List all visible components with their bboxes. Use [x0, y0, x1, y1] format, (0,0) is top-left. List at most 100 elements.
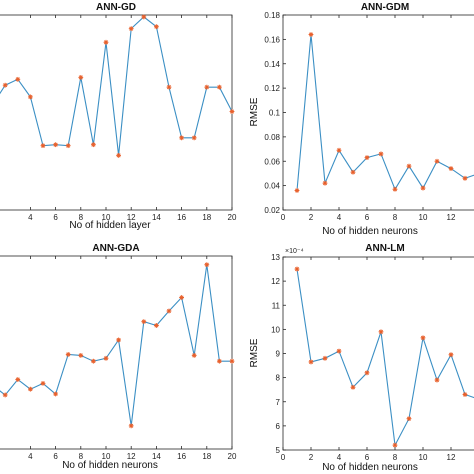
ann-gdm-xtick-labels: 0 2 4 6 8 10 12 14: [281, 213, 456, 222]
ann-lm-ytick-label: 7: [276, 398, 281, 407]
ann-gda-data-point: [204, 262, 210, 268]
ann-lm-ylabel: RMSE: [249, 338, 260, 367]
panel-ann-gda: ANN-GDA 4 6 8 10 12 14 16 18 20 No of hi…: [0, 243, 237, 471]
ann-gda-data-point: [154, 323, 159, 328]
ann-gda-data-point: [15, 377, 21, 382]
ann-lm-data-point: [434, 377, 440, 383]
ann-gd-xlabel: No of hidden layer: [69, 220, 151, 231]
ann-gdm-ytick-label: 0.14: [264, 60, 280, 69]
ann-gd-xtick-label: 18: [202, 213, 211, 222]
ann-gd-data-point: [28, 94, 33, 100]
ann-gda-xtick-label: 18: [202, 452, 211, 461]
ann-gdm-ytick-label: 0.04: [264, 182, 280, 191]
ann-gda-data-point: [166, 308, 172, 314]
ann-lm-data-point: [462, 392, 468, 397]
ann-gda-data-point: [141, 319, 147, 325]
ann-gdm-ytick-label: 0.02: [264, 206, 280, 215]
ann-gdm-data-point: [448, 166, 454, 171]
ann-lm-ytick-label: 8: [276, 374, 281, 383]
ann-lm-y-exponent: ×10⁻⁴: [285, 248, 304, 255]
ann-gdm-ytick-label: 0.1: [269, 109, 281, 118]
ann-gdm-data-point: [392, 186, 398, 192]
ann-lm-xtick-label: 2: [309, 453, 314, 462]
ann-gd-data-point: [179, 135, 184, 141]
ann-gdm-ytick-label: 0.12: [264, 84, 280, 93]
ann-lm-data-point: [406, 416, 412, 422]
ann-gdm-xtick-label: 2: [309, 213, 314, 222]
ann-gd-data-point: [116, 153, 121, 158]
ann-lm-xtick-label: 10: [419, 453, 428, 462]
ann-gda-data-point: [2, 392, 8, 398]
ann-lm-ytick-label: 10: [271, 325, 280, 334]
ann-gdm-data-point: [434, 158, 440, 164]
ann-gd-tick-marks: [29, 15, 233, 210]
ann-gdm-data-point: [322, 180, 328, 186]
ann-gd-xtick-label: 10: [102, 213, 111, 222]
ann-lm-title: ANN-LM: [365, 243, 404, 254]
ann-gda-xtick-label: 6: [53, 452, 58, 461]
ann-gda-data-point: [103, 355, 109, 361]
ann-gda-data-point: [229, 358, 235, 364]
ann-gd-data-point: [15, 76, 21, 82]
ann-lm-data-point: [378, 329, 384, 335]
ann-gda-data-point: [40, 380, 46, 386]
ann-gda-data-point: [179, 295, 184, 300]
ann-gd-data-point: [65, 143, 71, 149]
ann-lm-xtick-label: 12: [447, 453, 456, 462]
ann-gda-data-point: [116, 337, 121, 343]
ann-gdm-ytick-labels: 0.02 0.04 0.06 0.08 0.1 0.12 0.14 0.16 0…: [264, 11, 280, 215]
ann-lm-ytick-label: 12: [271, 277, 280, 286]
ann-gdm-ytick-label: 0.06: [264, 157, 280, 166]
ann-gda-xtick-label: 4: [28, 452, 33, 461]
ann-lm-xtick-label: 8: [393, 453, 398, 462]
ann-gda-data-point: [128, 423, 134, 429]
panel-ann-gd: ANN-GD 4 6 8 10 12 14 16 18 20 No of hid…: [0, 2, 237, 231]
ann-lm-xtick-label: 4: [337, 453, 342, 462]
ann-gdm-data-point: [350, 169, 356, 175]
ann-gda-data-point: [191, 352, 197, 358]
ann-lm-data-point: [308, 359, 314, 365]
ann-gd-data-point: [154, 24, 159, 30]
ann-gd-data-point: [53, 142, 58, 148]
ann-gd-data-point: [229, 109, 235, 114]
ann-gda-xtick-labels: 4 6 8 10 12 14 16 18 20: [28, 452, 237, 461]
ann-gdm-data-point: [308, 32, 314, 37]
ann-lm-ytick-label: 11: [272, 301, 281, 310]
ann-gd-data-point: [191, 135, 197, 141]
ann-lm-xtick-labels: 0 2 4 6 8 10 12 14: [281, 453, 456, 462]
ann-lm-plot-area: [282, 256, 474, 451]
ann-gd-data-point: [128, 26, 134, 32]
ann-lm-data-point: [294, 266, 300, 272]
ann-gda-title: ANN-GDA: [92, 243, 139, 254]
ann-gda-data-point: [28, 386, 33, 392]
ann-lm-data-point: [392, 442, 398, 448]
ann-gdm-title: ANN-GDM: [361, 2, 409, 13]
ann-gda-data-point: [78, 352, 84, 358]
ann-gd-xtick-label: 8: [79, 213, 84, 222]
ann-gd-xtick-labels: 4 6 8 10 12 14 16 18 20: [28, 213, 237, 222]
ann-gdm-data-point: [406, 163, 412, 169]
ann-gd-data-point: [141, 14, 147, 20]
ann-lm-data-point: [364, 370, 370, 376]
ann-gdm-xtick-label: 4: [337, 213, 342, 222]
ann-lm-xtick-label: 6: [365, 453, 370, 462]
ann-gda-data-point: [217, 358, 222, 364]
ann-lm-data-point: [322, 355, 328, 361]
ann-gdm-data-point: [462, 175, 468, 181]
ann-gdm-xtick-label: 8: [393, 213, 398, 222]
ann-gdm-xtick-label: 10: [419, 213, 428, 222]
ann-lm-ytick-label: 9: [276, 350, 281, 359]
ann-gda-xtick-label: 16: [177, 452, 186, 461]
ann-gd-xtick-label: 14: [152, 213, 161, 222]
ann-lm-ytick-label: 5: [276, 446, 281, 455]
ann-gda-tick-marks: [29, 256, 233, 449]
ann-gdm-xtick-label: 0: [281, 213, 286, 222]
ann-gda-data-point: [65, 352, 71, 357]
ann-gd-data-point: [40, 143, 46, 149]
ann-gd-xtick-label: 6: [53, 213, 58, 222]
ann-gda-xtick-label: 14: [152, 452, 161, 461]
ann-lm-data-point: [350, 384, 356, 390]
ann-lm-data-point: [336, 348, 342, 354]
ann-gd-series: [0, 14, 235, 158]
